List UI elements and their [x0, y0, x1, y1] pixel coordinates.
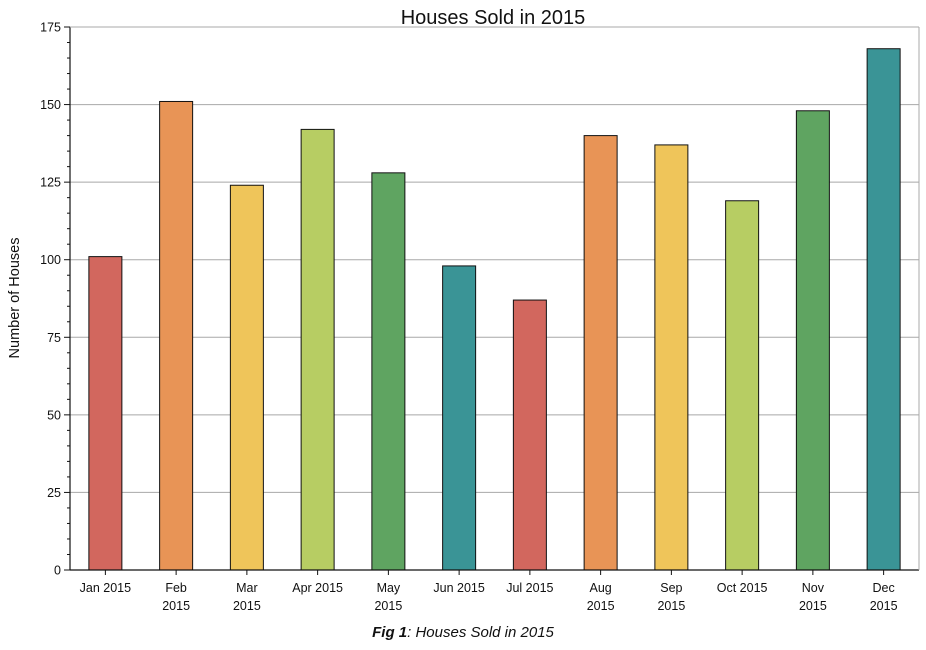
bar — [725, 200, 760, 571]
bar — [229, 184, 264, 571]
x-tick-label-line: Oct 2015 — [717, 581, 768, 595]
y-tick-label: 25 — [47, 486, 61, 500]
x-tick-label-line: Nov — [802, 581, 825, 595]
bar — [371, 172, 406, 571]
x-tick-label: May 2015 — [374, 581, 402, 613]
caption-label: Fig 1 — [372, 624, 408, 641]
chart-title: Houses Sold in 2015 — [401, 7, 586, 29]
figure-caption: Fig 1: Houses Sold in 2015 — [0, 624, 926, 641]
bar — [512, 299, 547, 571]
x-tick-label: Dec 2015 — [870, 581, 898, 613]
x-tick-label-line: 2015 — [657, 599, 685, 613]
y-tick-label: 100 — [40, 253, 61, 267]
y-tick-label: 175 — [40, 21, 61, 35]
x-tick-label: Aug 2015 — [587, 581, 615, 613]
y-tick-label: 50 — [47, 408, 61, 422]
x-tick-label-line: Jun 2015 — [433, 581, 484, 595]
y-tick-label: 75 — [47, 331, 61, 345]
grid-lines — [70, 26, 919, 493]
x-tick-label-line: 2015 — [233, 599, 261, 613]
bar — [88, 256, 123, 571]
x-tick-label-line: 2015 — [870, 599, 898, 613]
x-tick-label-line: May — [377, 581, 401, 595]
bar — [654, 144, 689, 571]
x-tick-label-line: Sep — [660, 581, 682, 595]
bar — [159, 100, 194, 571]
y-tick-label: 0 — [54, 564, 61, 578]
y-tick-label: 150 — [40, 98, 61, 112]
x-tick-label-line: Dec — [873, 581, 895, 595]
x-tick-label-line: Jan 2015 — [80, 581, 131, 595]
bar — [583, 135, 618, 571]
x-tick-label-line: 2015 — [799, 599, 827, 613]
x-tick-label: Jan 2015 — [80, 581, 131, 595]
x-tick-labels: Jan 2015 Feb 2015 Mar 2015 Apr 2015 May 2015 Jun… — [80, 581, 898, 613]
x-tick-label: Jul 2015 — [506, 581, 553, 595]
caption-text: : Houses Sold in 2015 — [407, 624, 554, 641]
bar — [866, 48, 901, 571]
bars — [88, 48, 901, 571]
x-tick-label: Feb 2015 — [162, 581, 190, 613]
x-tick-label: Oct 2015 — [717, 581, 768, 595]
x-tick-label-line: Aug — [590, 581, 612, 595]
x-tick-label-line: Mar — [236, 581, 258, 595]
x-tick-label: Mar 2015 — [233, 581, 261, 613]
x-tick-label-line: Feb — [165, 581, 187, 595]
y-tick-label: 125 — [40, 176, 61, 190]
x-tick-label-line: 2015 — [587, 599, 615, 613]
x-tick-label-line: Jul 2015 — [506, 581, 553, 595]
x-tick-label: Nov 2015 — [799, 581, 827, 613]
x-tick-label-line: 2015 — [162, 599, 190, 613]
bar — [442, 265, 477, 571]
x-tick-label-line: Apr 2015 — [292, 581, 343, 595]
axes — [64, 26, 920, 575]
x-tick-label: Jun 2015 — [433, 581, 484, 595]
x-tick-label-line: 2015 — [374, 599, 402, 613]
bar-chart: Houses Sold in 2015 0255075100125150175 … — [7, 7, 920, 613]
bar — [795, 110, 830, 571]
y-axis-label: Number of Houses — [7, 238, 23, 359]
x-tick-label: Apr 2015 — [292, 581, 343, 595]
x-tick-label: Sep 2015 — [657, 581, 685, 613]
y-tick-labels: 0 25 50 75 100 125 150 175 — [40, 21, 61, 578]
bar — [300, 128, 335, 571]
